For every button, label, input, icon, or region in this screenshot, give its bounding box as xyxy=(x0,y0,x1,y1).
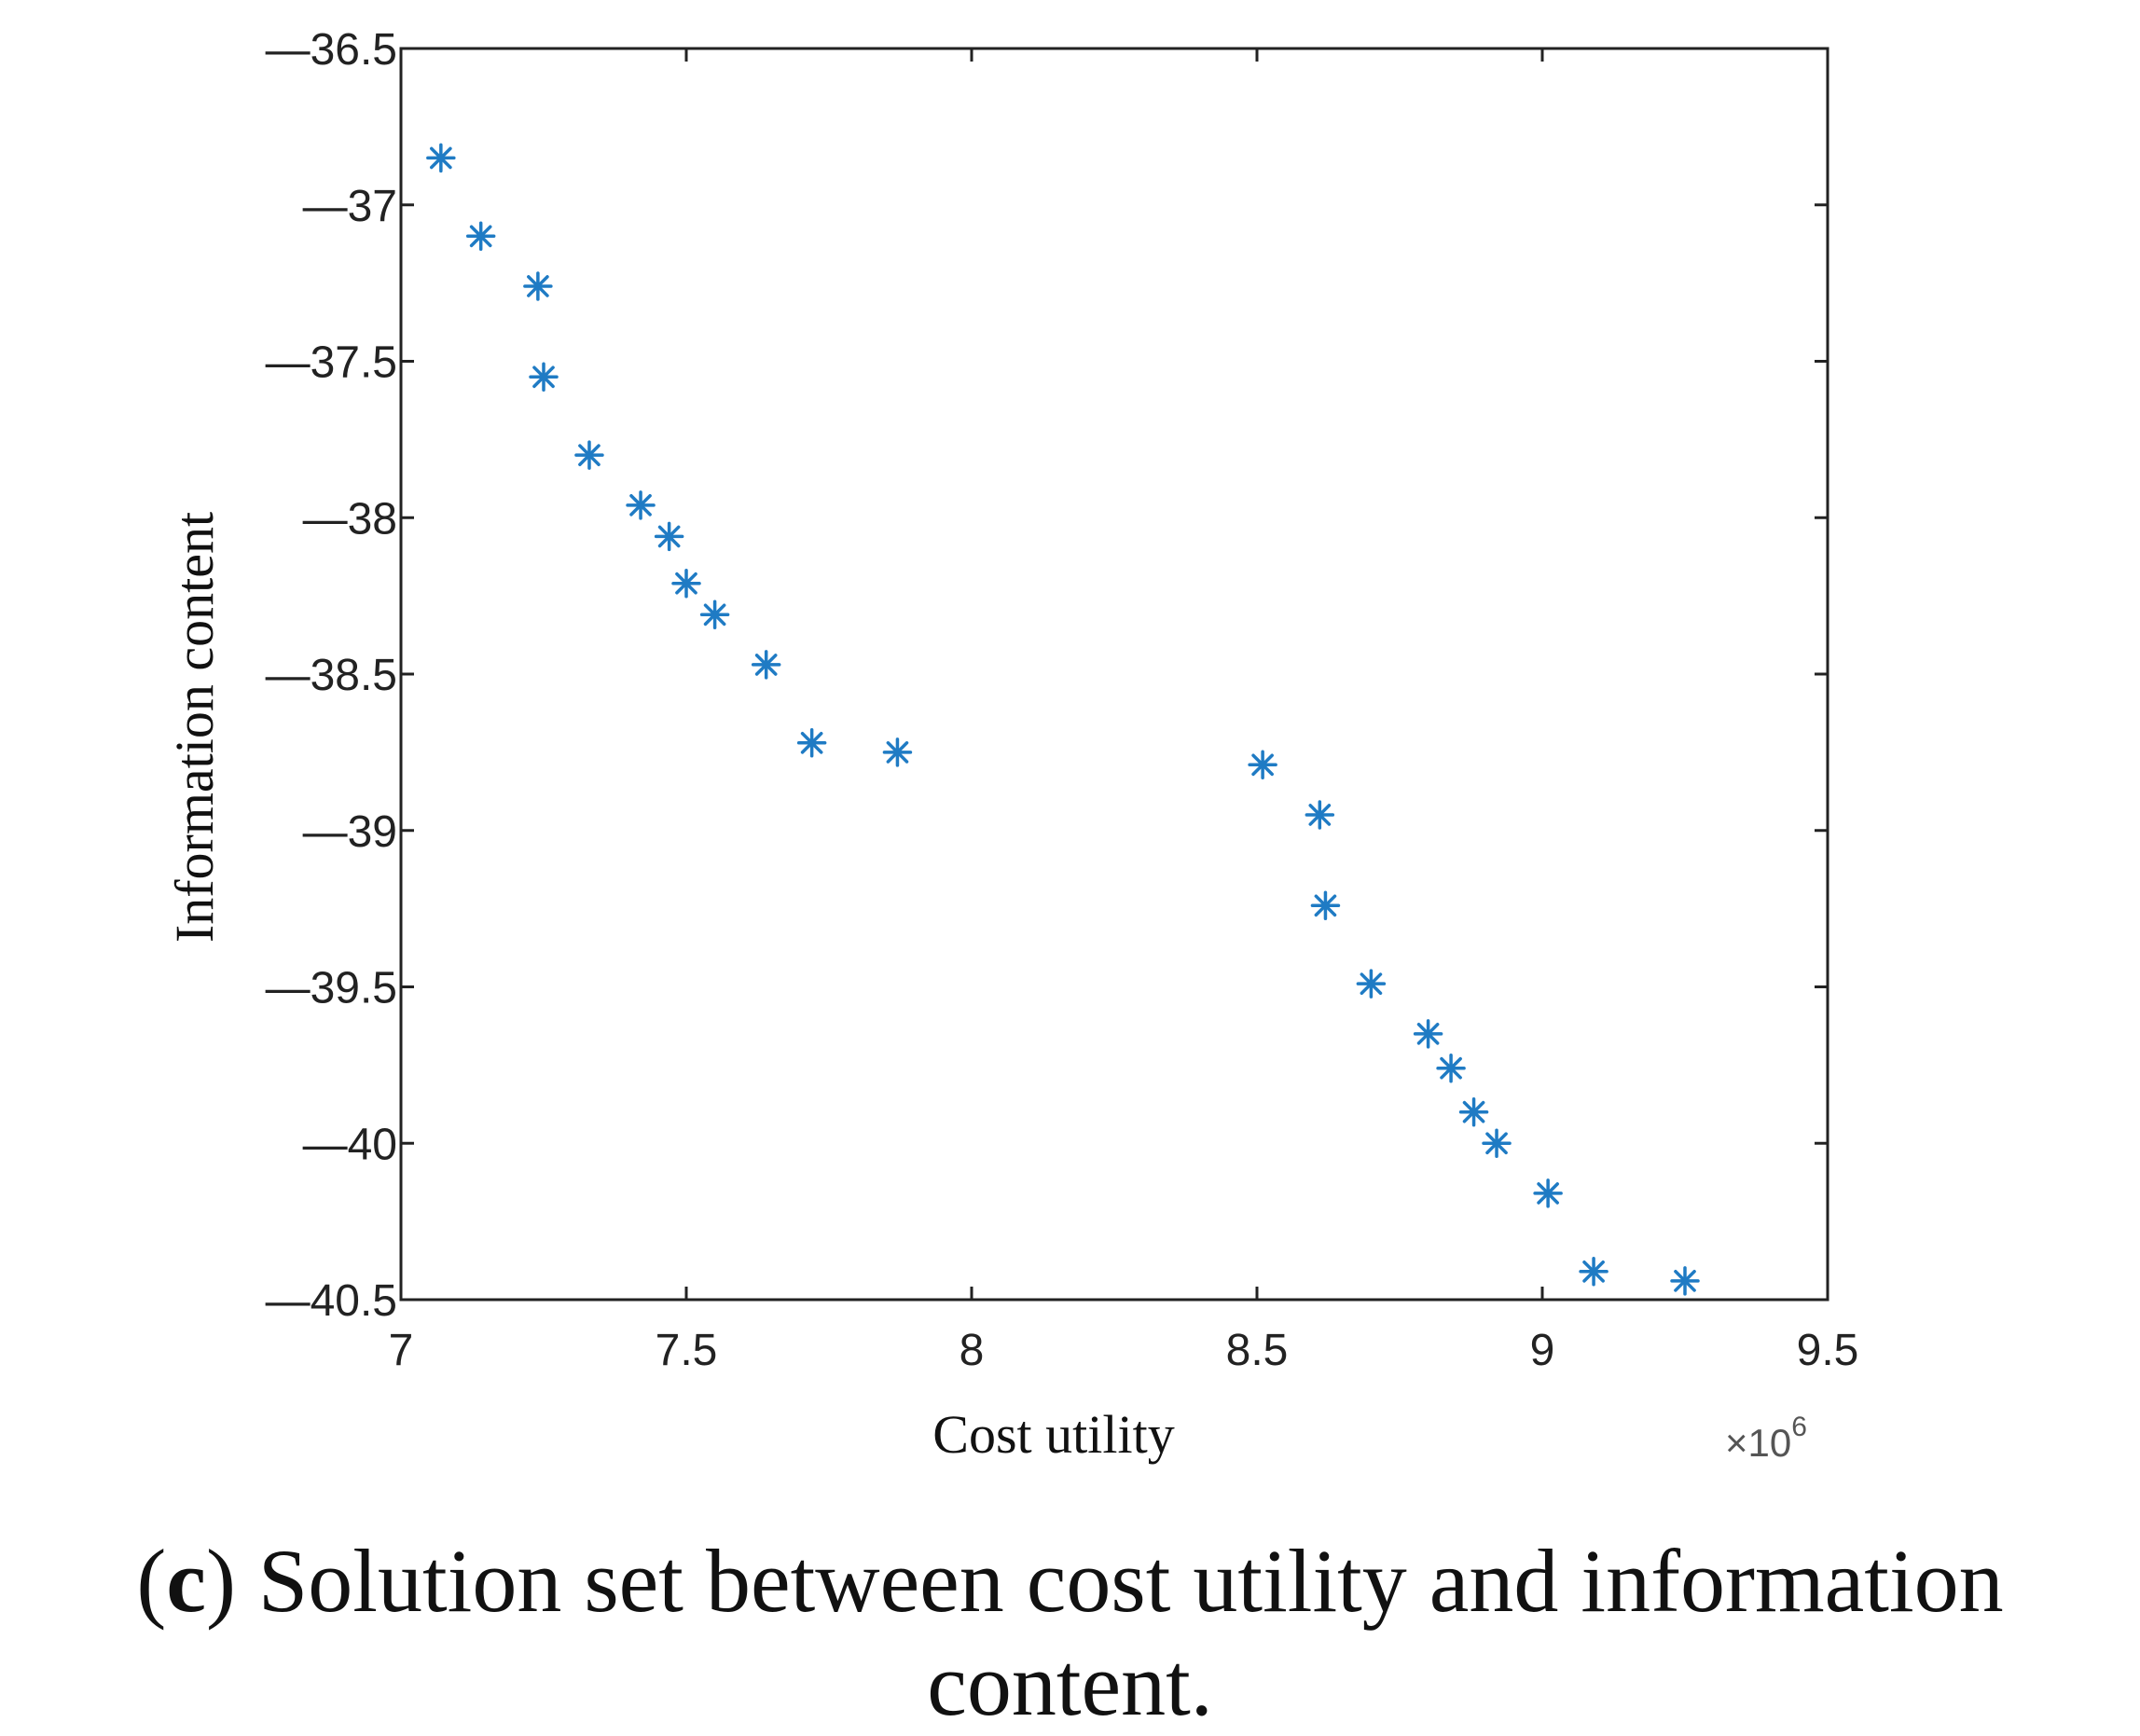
x-tick-label: 7.5 xyxy=(656,1326,718,1375)
data-series xyxy=(426,143,1700,1296)
data-point xyxy=(699,599,730,630)
x-axis-title: Cost utility xyxy=(932,1404,1174,1465)
data-point xyxy=(1579,1257,1608,1287)
data-point xyxy=(529,362,559,393)
data-point xyxy=(1458,1096,1489,1127)
data-point xyxy=(671,568,701,599)
data-point xyxy=(654,521,684,552)
data-point xyxy=(796,728,827,758)
y-tick-label: —39 xyxy=(303,807,397,857)
scatter-chart: 7 7.5 8 8.5 9 9.5 —36.5 —37 —37.5 —38 —38.5 —39 —39… xyxy=(164,25,1859,1465)
x-exponent-power: 6 xyxy=(1791,1412,1807,1442)
x-tick-label: 9 xyxy=(1530,1326,1555,1375)
data-point xyxy=(1310,890,1341,921)
data-point xyxy=(1248,750,1277,780)
x-tick-label: 9.5 xyxy=(1797,1326,1859,1375)
x-axis: 7 7.5 8 8.5 9 9.5 xyxy=(389,48,1859,1375)
y-tick-label: —36.5 xyxy=(266,25,397,75)
plot-area xyxy=(399,47,1829,1302)
y-tick-label: —40.5 xyxy=(266,1276,397,1326)
x-tick-label: 8.5 xyxy=(1226,1326,1289,1375)
data-point xyxy=(523,271,553,301)
figure-caption: (c) Solution set between cost utility an… xyxy=(136,1531,2004,1734)
y-tick-label: —39.5 xyxy=(266,964,397,1013)
data-point xyxy=(1413,1019,1443,1049)
caption-letter: c xyxy=(166,1531,206,1631)
data-point xyxy=(751,650,781,680)
data-point xyxy=(465,221,496,252)
data-point xyxy=(882,737,913,767)
y-axis-title: Information content xyxy=(164,512,225,943)
x-tick-label: 8 xyxy=(960,1326,985,1375)
caption-text: Solution set between cost utility and in… xyxy=(257,1531,2004,1734)
y-tick-label: —37.5 xyxy=(266,338,397,388)
data-point xyxy=(574,440,604,470)
data-point xyxy=(1482,1128,1512,1158)
data-point xyxy=(1436,1053,1466,1083)
data-point xyxy=(1356,969,1387,999)
y-tick-label: —37 xyxy=(303,182,397,231)
y-tick-label: —38 xyxy=(303,494,397,544)
data-point xyxy=(1670,1266,1700,1296)
y-tick-label: —40 xyxy=(303,1120,397,1169)
data-point xyxy=(626,490,656,520)
data-point xyxy=(1533,1178,1563,1208)
x-tick-label: 7 xyxy=(389,1326,414,1375)
y-tick-label: —38.5 xyxy=(266,651,397,700)
x-exponent-base: ×10 xyxy=(1725,1421,1791,1465)
x-exponent-label: ×106 xyxy=(1725,1412,1807,1465)
y-axis: —36.5 —37 —37.5 —38 —38.5 —39 —39.5 —40 —40.5 xyxy=(266,25,1828,1326)
data-point xyxy=(1305,800,1335,830)
data-point xyxy=(426,143,456,173)
